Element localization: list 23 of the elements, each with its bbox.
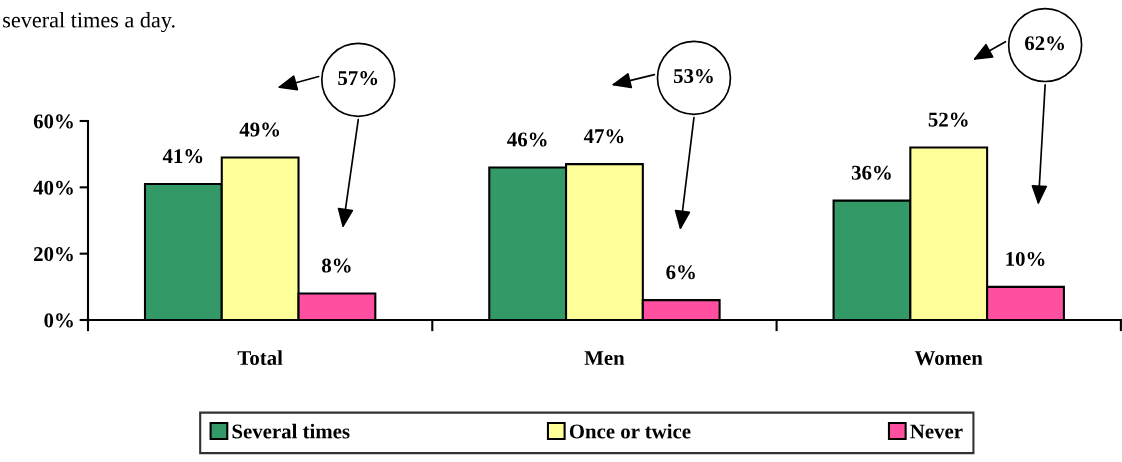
data-label: 52% [928,112,968,127]
legend-label: Once or twice [569,423,691,439]
data-label: 6% [666,265,695,280]
y-tick-label: 0% [44,313,73,328]
text: 53% [673,69,713,84]
x-tick-label: Total [237,350,283,366]
x-tick-label: Men [584,351,625,365]
text: 62% [1025,36,1065,51]
data-label: 47% [583,129,624,144]
data-label: 41% [162,149,203,164]
legend-label: Several times [232,423,350,439]
data-label: 49% [239,122,280,137]
y-tick-label: 40% [33,180,73,195]
legend-label: Never [910,424,963,439]
y-tick-label: 20% [34,247,73,262]
data-label: 46% [507,132,547,147]
x-tick-label: Women [914,351,983,366]
chart-subtitle: several times a day. [3,11,175,33]
data-label: 8% [321,258,351,273]
data-label: 36% [851,165,891,180]
data-label: 10% [1006,251,1045,266]
text: 57% [338,71,378,86]
y-tick-label: 60% [33,114,73,129]
